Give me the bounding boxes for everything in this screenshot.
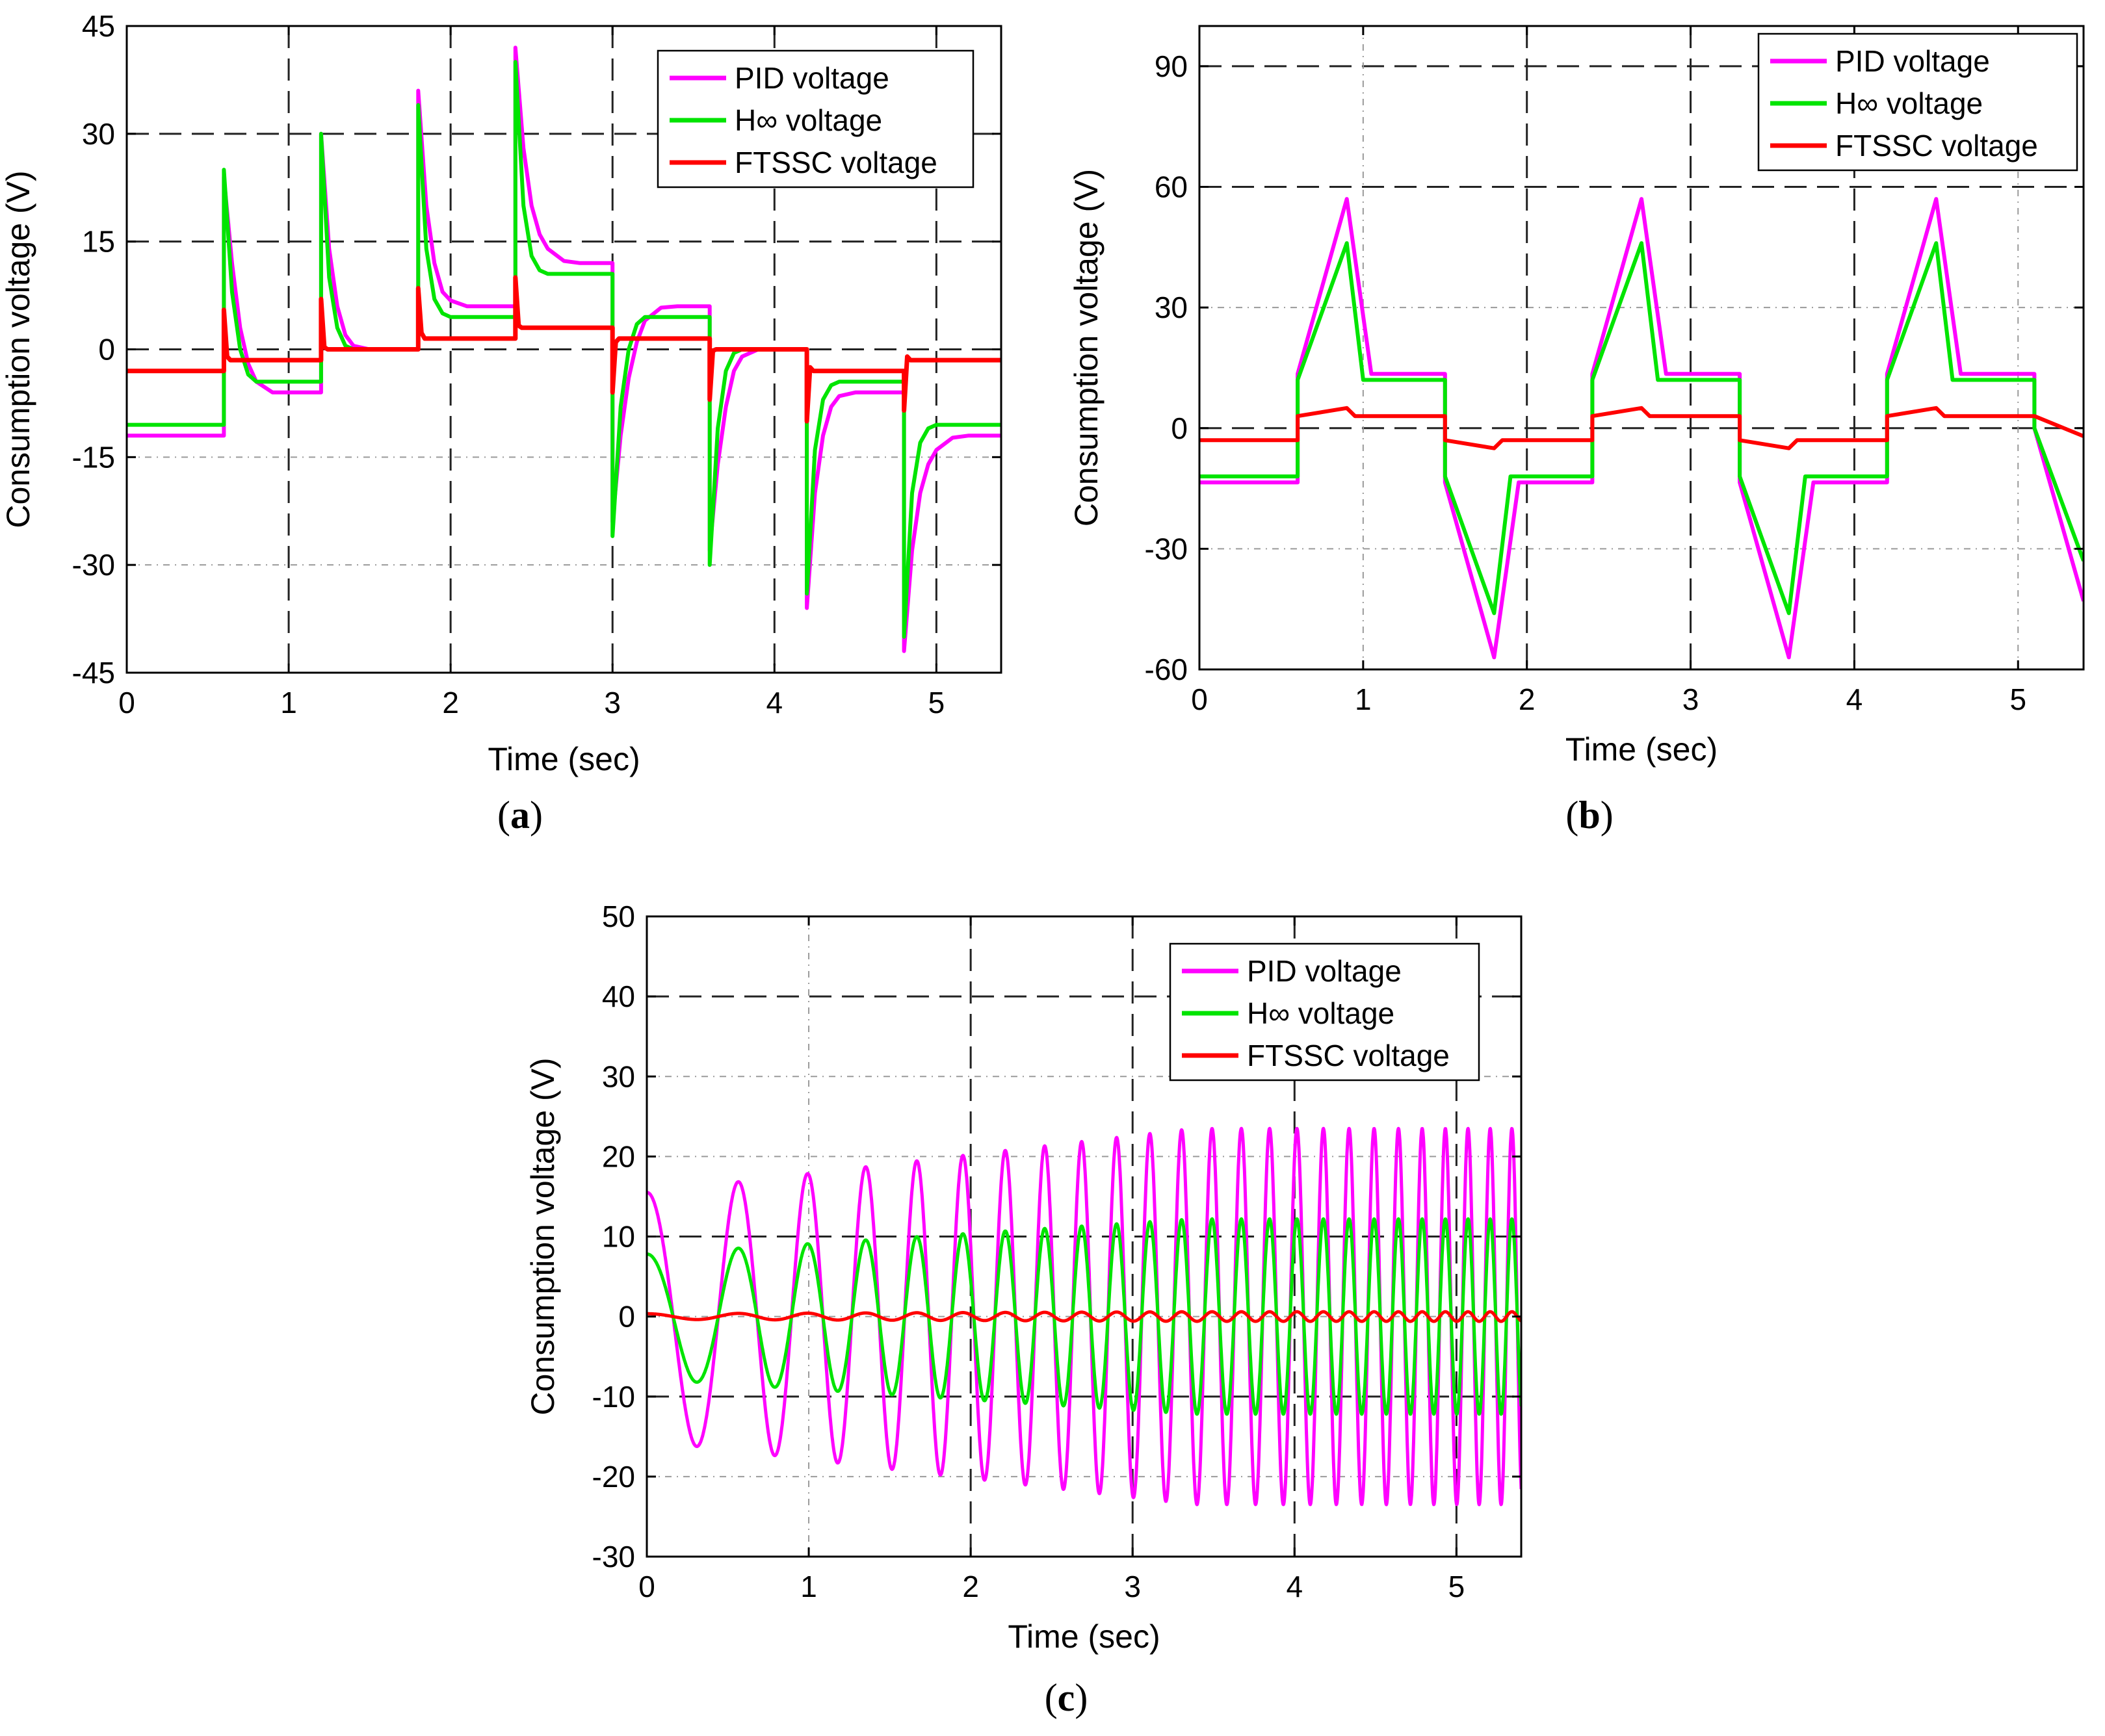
y-tick-label: -30 (592, 1540, 635, 1574)
chart-b-svg: 0 1 2 3 4 5 -60 -30 0 30 60 90 Time (sec) Consumption… (1068, 25, 2085, 768)
y-tick-label: -15 (72, 440, 115, 474)
series-line-hinf (647, 1217, 1521, 1416)
caption-c: (c) (1044, 1676, 1088, 1719)
y-tick-label: 60 (1155, 170, 1188, 204)
y-tick-label: 10 (602, 1220, 635, 1254)
y-tick-label: -60 (1145, 653, 1188, 686)
y-tick-label: -30 (72, 548, 115, 582)
y-tick-label: 30 (602, 1059, 635, 1093)
x-tick-label: 4 (766, 686, 783, 719)
x-tick-label: 2 (962, 1570, 979, 1603)
x-tick-label: 0 (1191, 682, 1208, 716)
series-group (127, 45, 1001, 653)
legend-label: FTSSC voltage (1247, 1039, 1450, 1072)
y-axis-label: Consumption voltage (V) (0, 170, 36, 528)
x-tick-label: 5 (928, 686, 945, 719)
series-line-ftssc (647, 1310, 1521, 1323)
legend-label: H∞ voltage (1247, 996, 1394, 1030)
x-tick-label: 1 (800, 1570, 817, 1603)
y-axis-label: Consumption voltage (V) (1068, 169, 1105, 526)
legend-label: FTSSC voltage (1835, 129, 2038, 162)
x-axis-label: Time (sec) (1565, 731, 1718, 768)
y-tick-label: -10 (592, 1380, 635, 1414)
legend-label: PID voltage (1835, 44, 1990, 78)
y-tick-label: 0 (618, 1300, 635, 1334)
x-tick-label: 4 (1846, 682, 1863, 716)
x-tick-label: 0 (118, 686, 135, 719)
legend-label: PID voltage (1247, 954, 1402, 988)
series-line-hinf (1199, 241, 2084, 615)
legend: PID voltage H∞ voltage FTSSC voltage (657, 49, 974, 188)
series-line-ftssc (127, 275, 1001, 424)
caption-b: (b) (1565, 794, 1614, 836)
series-line-ftssc (1199, 406, 2084, 450)
y-tick-label: 0 (98, 333, 115, 367)
chart-panel-b: 0 1 2 3 4 5 -60 -30 0 30 60 90 Time (sec) Consumption… (1060, 0, 2105, 838)
series-group (647, 1126, 1521, 1507)
tick-marks (646, 915, 1521, 1558)
y-tick-label: 40 (602, 979, 635, 1013)
legend-label: PID voltage (735, 61, 889, 95)
x-tick-label: 4 (1286, 1570, 1303, 1603)
x-axis-label: Time (sec) (488, 741, 640, 777)
y-tick-label: -45 (72, 656, 115, 690)
tick-marks (125, 25, 1001, 674)
y-tick-label: 20 (602, 1139, 635, 1173)
x-tick-label: 0 (638, 1570, 655, 1603)
chart-c-svg: 0 1 2 3 4 5 -30 -20 -10 0 10 20 30 40 50 Time (sec) Cons… (525, 900, 1523, 1655)
tick-marks (1198, 26, 2084, 671)
legend: PID voltage H∞ voltage FTSSC voltage (1757, 32, 2078, 172)
x-tick-label: 1 (280, 686, 297, 719)
legend: PID voltage H∞ voltage FTSSC voltage (1169, 942, 1480, 1082)
series-line-pid (1199, 197, 2084, 660)
caption-a: (a) (497, 794, 543, 836)
y-tick-label: 0 (1171, 411, 1188, 445)
y-tick-label: 15 (82, 225, 115, 259)
x-tick-label: 3 (604, 686, 621, 719)
y-tick-label: -20 (592, 1460, 635, 1494)
x-tick-label: 5 (2009, 682, 2026, 716)
axes-box (1198, 25, 2085, 671)
y-axis-label: Consumption voltage (V) (525, 1057, 561, 1415)
x-tick-label: 1 (1355, 682, 1372, 716)
series-group (1199, 197, 2084, 660)
y-tick-label: 30 (1155, 291, 1188, 324)
y-tick-label: -30 (1145, 532, 1188, 565)
x-tick-label: 2 (1519, 682, 1536, 716)
chart-panel-a: 0 1 2 3 4 5 -45 -30 -15 0 15 30 45 Time (sec) Consumpt… (0, 0, 1040, 838)
y-tick-label: 90 (1155, 49, 1188, 83)
x-tick-label: 2 (442, 686, 459, 719)
y-tick-label: 30 (82, 117, 115, 151)
series-line-hinf (127, 60, 1001, 639)
legend-label: FTSSC voltage (735, 146, 937, 179)
x-tick-label: 3 (1682, 682, 1699, 716)
legend-label: H∞ voltage (735, 103, 882, 137)
y-tick-label: 45 (82, 9, 115, 43)
y-tick-label: 50 (602, 900, 635, 933)
x-tick-label: 3 (1124, 1570, 1141, 1603)
legend-label: H∞ voltage (1835, 86, 1983, 120)
x-tick-label: 5 (1448, 1570, 1465, 1603)
chart-panel-c: 0 1 2 3 4 5 -30 -20 -10 0 10 20 30 40 50 Time (sec) Cons… (520, 884, 1573, 1736)
x-axis-label: Time (sec) (1008, 1618, 1160, 1655)
